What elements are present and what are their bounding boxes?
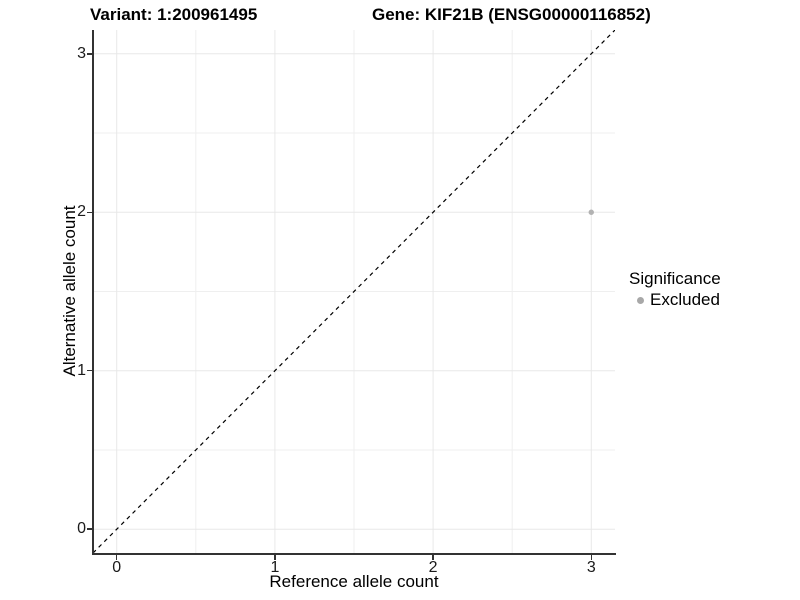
y-axis-line [92,30,94,554]
plot-title-gene: Gene: KIF21B (ENSG00000116852) [372,5,651,24]
y-axis-tick-label: 3 [77,44,86,62]
identity-dashed-line [92,29,616,554]
x-axis-tick-mark [432,554,434,560]
plot-title-variant: Variant: 1:200961495 [90,5,258,24]
legend-point-icon [637,296,644,304]
data-point-excluded [588,209,594,215]
y-axis-title: Alternative allele count [60,205,79,377]
x-axis-tick-mark [590,554,593,560]
plot-panel [92,29,616,554]
y-axis-tick-label: 2 [77,203,86,221]
x-axis-tick-label: 0 [112,559,122,576]
legend-item-label: Excluded [650,290,720,309]
y-axis-tick-mark [87,528,92,530]
y-axis-tick-label: 1 [77,361,86,379]
y-axis-tick-label: 0 [77,520,86,538]
y-axis-tick-mark [87,53,92,55]
y-axis-tick-mark [87,211,92,213]
x-axis-tick-label: 1 [270,559,280,576]
x-axis-tick-label: 2 [428,559,438,576]
x-axis-tick-mark [274,554,276,560]
plot-canvas [92,29,616,554]
y-axis-tick-mark [87,369,92,372]
legend-title: Significance [629,269,721,288]
x-axis-line [92,553,616,555]
x-axis-title: Reference allele count [269,572,439,591]
x-axis-tick-mark [115,554,118,560]
x-axis-tick-label: 3 [586,559,596,576]
legend-item-excluded: Excluded [629,290,721,310]
legend: Significance Excluded [629,269,721,310]
